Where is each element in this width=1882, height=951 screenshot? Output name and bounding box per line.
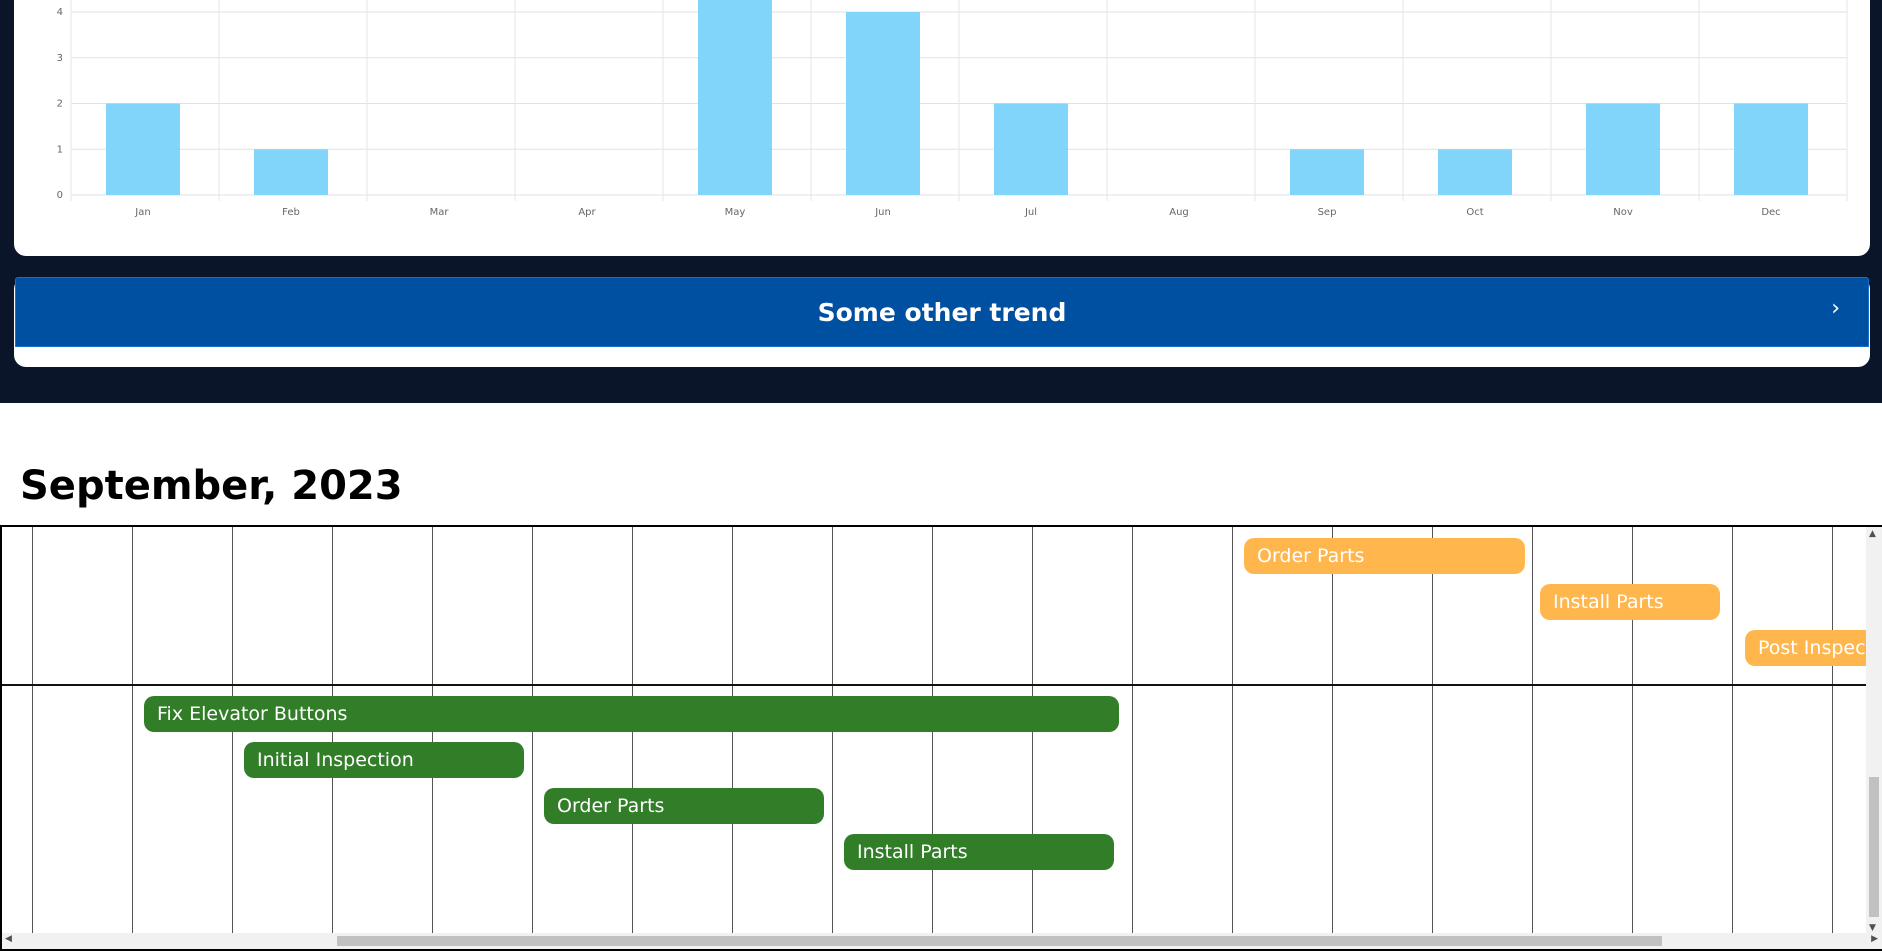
y-tick-label: 3 [57,53,63,64]
vertical-scrollbar[interactable]: ▲ ▼ [1866,527,1882,935]
some-other-trend-button[interactable]: Some other trend › [15,277,1869,347]
event-order-parts[interactable]: Order Parts [544,788,824,824]
scroll-up-arrow-icon[interactable]: ▲ [1869,529,1876,539]
bar-jun [846,12,920,195]
y-tick-label: 0 [57,190,63,201]
x-tick-label: Jul [1024,207,1037,218]
x-tick-label: Sep [1318,207,1337,218]
y-tick-label: 2 [57,99,63,110]
day-column-divider [1832,527,1833,935]
calendar-timeline: Order Parts Install Parts Post Inspectio… [0,525,1882,951]
event-post-inspection[interactable]: Post Inspection [1745,630,1882,666]
bar-feb [254,149,328,195]
resource-row-divider [2,684,1868,686]
vertical-scroll-thumb[interactable] [1869,777,1879,917]
horizontal-scrollbar[interactable]: ◀ ▶ [2,933,1882,949]
bar-dec [1734,103,1808,195]
x-tick-label: Apr [578,207,596,218]
horizontal-scroll-thumb[interactable] [337,936,1662,946]
bar-jul [994,103,1068,195]
day-column-divider [32,527,33,935]
x-tick-label: Feb [282,207,300,218]
x-tick-label: Nov [1613,207,1633,218]
bar-jan [106,103,180,195]
bar-chart: 0 1 2 3 4 Jan Feb Mar Apr May Jun Jul Aug Sep Oct Nov De… [57,0,1848,218]
bar-may [698,0,772,195]
y-tick-label: 1 [57,144,63,155]
event-initial-inspection[interactable]: Initial Inspection [244,742,524,778]
scroll-right-arrow-icon[interactable]: ▶ [1871,934,1878,944]
x-tick-label: Aug [1169,207,1189,218]
x-tick-label: Mar [430,207,450,218]
scroll-left-arrow-icon[interactable]: ◀ [5,934,12,944]
day-column-divider [132,527,133,935]
trend-button-label: Some other trend [817,298,1067,327]
y-tick-label: 4 [57,7,63,18]
x-tick-label: Jan [134,207,150,218]
event-install-parts[interactable]: Install Parts [844,834,1114,870]
calendar-title: September, 2023 [20,463,403,509]
bar-nov [1586,103,1660,195]
scroll-down-arrow-icon[interactable]: ▼ [1869,923,1876,933]
x-tick-label: Oct [1466,207,1483,218]
bar-oct [1438,149,1512,195]
bar-chart-card: 0 1 2 3 4 Jan Feb Mar Apr May Jun Jul Aug Sep Oct Nov De… [14,0,1870,256]
day-column-divider [1432,527,1433,935]
x-tick-label: Jun [874,207,891,218]
day-column-divider [1132,527,1133,935]
chevron-right-icon: › [1831,296,1840,321]
day-column-divider [1632,527,1633,935]
day-column-divider [1532,527,1533,935]
event-install-parts[interactable]: Install Parts [1540,584,1720,620]
x-tick-label: May [725,207,746,218]
x-tick-label: Dec [1761,207,1780,218]
day-column-divider [1732,527,1733,935]
event-fix-elevator-buttons[interactable]: Fix Elevator Buttons [144,696,1119,732]
day-column-divider [1232,527,1233,935]
day-column-divider [1332,527,1333,935]
event-order-parts[interactable]: Order Parts [1244,538,1525,574]
bar-sep [1290,149,1364,195]
